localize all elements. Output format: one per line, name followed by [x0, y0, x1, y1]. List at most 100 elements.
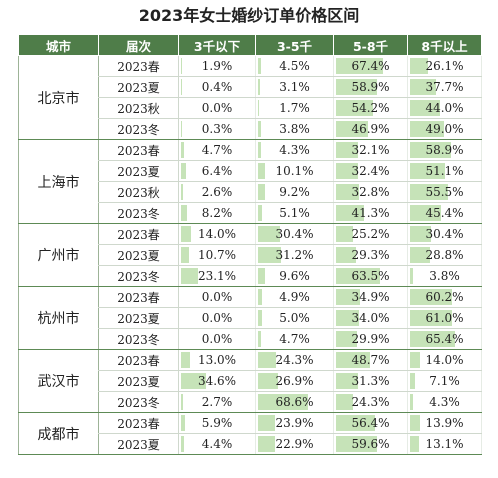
- value-cell-under-3k: 0.0%: [178, 307, 256, 329]
- value-label: 4.5%: [279, 59, 310, 73]
- table-body: 北京市 2023春 1.9% 4.5% 67.4% 26.1% 2023夏 0.4% 3.1% 5…: [18, 55, 482, 455]
- city-cell: 杭州市: [18, 286, 99, 350]
- value-label: 60.2%: [425, 290, 464, 304]
- value-cell-over-8k: 14.0%: [407, 349, 482, 371]
- value-bar: [258, 100, 260, 116]
- value-bar: [336, 142, 359, 158]
- value-cell-3k-5k: 9.2%: [255, 181, 334, 203]
- value-label: 56.4%: [351, 416, 390, 430]
- value-label: 4.7%: [279, 332, 310, 346]
- season-cell: 2023春: [98, 412, 179, 434]
- value-label: 9.6%: [279, 269, 310, 283]
- value-cell-5k-8k: 59.6%: [333, 433, 408, 455]
- value-cell-3k-5k: 68.6%: [255, 391, 334, 413]
- value-bar: [410, 331, 456, 347]
- value-bar: [258, 142, 262, 158]
- value-label: 13.1%: [425, 437, 464, 451]
- table-row: 2023秋 2.6% 9.2% 32.8% 55.5%: [19, 181, 482, 203]
- value-cell-under-3k: 0.0%: [178, 286, 256, 308]
- value-label: 5.0%: [279, 311, 310, 325]
- season-cell: 2023春: [98, 139, 179, 161]
- value-bar: [181, 436, 185, 452]
- city-cell: 成都市: [18, 412, 99, 455]
- value-cell-under-3k: 14.0%: [178, 223, 256, 245]
- table-row: 2023夏 4.4% 22.9% 59.6% 13.1%: [19, 433, 482, 455]
- season-cell: 2023冬: [98, 391, 179, 413]
- value-label: 0.4%: [201, 80, 233, 94]
- table-row: 2023夏 10.7% 31.2% 29.3% 28.8%: [19, 244, 482, 266]
- value-label: 31.2%: [275, 248, 314, 262]
- value-bar: [258, 352, 276, 368]
- value-label: 0.0%: [201, 311, 233, 325]
- value-cell-over-8k: 49.0%: [407, 118, 482, 140]
- value-label: 22.9%: [275, 437, 314, 451]
- value-cell-over-8k: 61.0%: [407, 307, 482, 329]
- value-cell-over-8k: 51.1%: [407, 160, 482, 182]
- value-cell-over-8k: 26.1%: [407, 55, 482, 77]
- table-row: 2023冬 8.2% 5.1% 41.3% 45.4%: [19, 202, 482, 224]
- value-cell-5k-8k: 63.5%: [333, 265, 408, 287]
- value-label: 29.3%: [351, 248, 390, 262]
- value-label: 14.0%: [197, 227, 237, 241]
- value-label: 1.7%: [279, 101, 310, 115]
- value-label: 4.4%: [201, 437, 233, 451]
- season-cell: 2023秋: [98, 181, 179, 203]
- value-label: 32.8%: [351, 185, 390, 199]
- value-label: 46.9%: [351, 122, 390, 136]
- value-cell-over-8k: 4.3%: [407, 391, 482, 413]
- value-label: 5.9%: [201, 416, 233, 430]
- value-cell-3k-5k: 31.2%: [255, 244, 334, 266]
- value-cell-under-3k: 0.0%: [178, 97, 256, 119]
- table-row: 2023冬 2.7% 68.6% 24.3% 4.3%: [19, 391, 482, 413]
- value-cell-3k-5k: 26.9%: [255, 370, 334, 392]
- table-row: 广州市 2023春 14.0% 30.4% 25.2% 30.4%: [18, 223, 482, 287]
- value-label: 28.8%: [425, 248, 464, 262]
- value-bar: [336, 247, 357, 263]
- value-cell-3k-5k: 9.6%: [255, 265, 334, 287]
- value-cell-under-3k: 5.9%: [178, 412, 256, 434]
- value-bar: [181, 415, 186, 431]
- value-label: 37.7%: [425, 80, 464, 94]
- header-season: 届次: [98, 34, 179, 56]
- value-label: 4.9%: [279, 290, 310, 304]
- value-label: 34.0%: [351, 311, 390, 325]
- header-under-3k: 3千以下: [178, 34, 256, 56]
- season-cell: 2023夏: [98, 244, 179, 266]
- value-cell-under-3k: 23.1%: [178, 265, 256, 287]
- table-row: 2023夏 0.4% 3.1% 58.9% 37.7%: [19, 76, 482, 98]
- value-bar: [410, 121, 444, 137]
- value-cell-3k-5k: 5.0%: [255, 307, 334, 329]
- value-label: 3.1%: [279, 80, 310, 94]
- value-label: 44.0%: [425, 101, 464, 115]
- value-cell-5k-8k: 32.1%: [333, 139, 408, 161]
- season-cell: 2023夏: [98, 433, 179, 455]
- value-label: 67.4%: [351, 59, 390, 73]
- value-label: 30.4%: [275, 227, 314, 241]
- value-cell-under-3k: 34.6%: [178, 370, 256, 392]
- value-label: 24.3%: [351, 395, 390, 409]
- value-bar: [258, 394, 309, 410]
- value-cell-under-3k: 6.4%: [178, 160, 256, 182]
- value-bar: [258, 436, 275, 452]
- value-bar: [410, 373, 415, 389]
- value-cell-over-8k: 55.5%: [407, 181, 482, 203]
- value-label: 49.0%: [425, 122, 464, 136]
- table-row: 2023冬 23.1% 9.6% 63.5% 3.8%: [19, 265, 482, 287]
- value-label: 13.9%: [425, 416, 464, 430]
- value-cell-over-8k: 44.0%: [407, 97, 482, 119]
- value-bar: [336, 394, 353, 410]
- season-cell: 2023春: [98, 286, 179, 308]
- value-bar: [410, 352, 420, 368]
- value-label: 68.6%: [275, 395, 314, 409]
- value-bar: [181, 226, 192, 242]
- value-bar: [181, 58, 183, 74]
- value-cell-5k-8k: 32.8%: [333, 181, 408, 203]
- table-row: 武汉市 2023春 13.0% 24.3% 48.7% 14.0%: [18, 349, 482, 413]
- value-bar: [258, 163, 266, 179]
- value-bar: [336, 121, 369, 137]
- value-label: 23.9%: [275, 416, 314, 430]
- value-label: 10.1%: [275, 164, 314, 178]
- header-city: 城市: [18, 34, 99, 56]
- value-cell-5k-8k: 25.2%: [333, 223, 408, 245]
- value-label: 48.7%: [351, 353, 390, 367]
